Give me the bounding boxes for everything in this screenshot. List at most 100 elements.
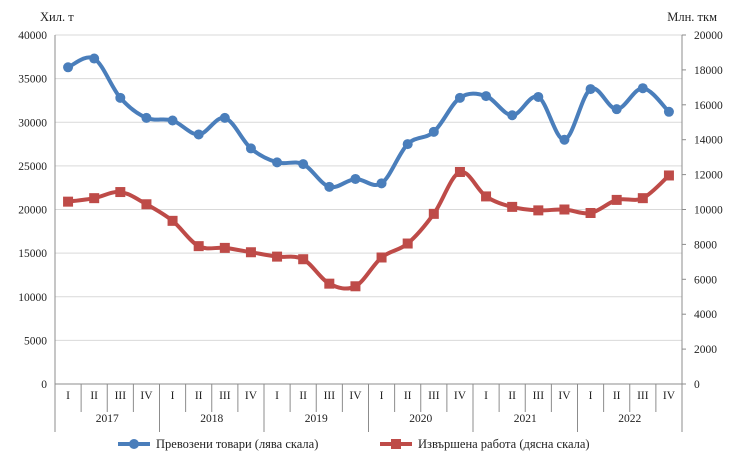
transported-goods-legend-marker — [129, 439, 139, 449]
quarter-label: IV — [349, 390, 362, 402]
quarter-label: II — [404, 390, 412, 402]
work-performed-legend-label: Извършена работа (дясна скала) — [418, 437, 590, 451]
transported-goods-point — [89, 53, 100, 64]
quarter-label: III — [428, 390, 440, 402]
work-performed-point — [63, 196, 74, 207]
left-tick-label: 25000 — [18, 161, 47, 173]
transported-goods-point — [298, 159, 309, 170]
right-tick-label: 2000 — [694, 344, 717, 356]
quarter-label: II — [195, 390, 203, 402]
work-performed-series-line — [67, 169, 671, 291]
transported-goods-point — [63, 62, 74, 73]
quarter-label: II — [613, 390, 621, 402]
year-label: 2022 — [618, 413, 641, 425]
left-tick-label: 35000 — [18, 74, 47, 86]
quarter-label: IV — [454, 390, 467, 402]
year-label: 2018 — [200, 413, 223, 425]
work-performed-point — [376, 252, 387, 263]
quarter-label: I — [484, 390, 488, 402]
work-performed-point — [115, 187, 126, 198]
work-performed-point — [324, 278, 335, 289]
right-tick-label: 10000 — [694, 205, 723, 217]
transported-goods-point — [611, 104, 622, 115]
right-tick-label: 16000 — [694, 100, 723, 112]
year-label: 2017 — [96, 413, 119, 425]
year-label: 2020 — [409, 413, 432, 425]
transported-goods-point — [115, 92, 126, 103]
transported-goods-point — [376, 178, 387, 189]
work-performed-point — [219, 242, 230, 253]
gridlines — [55, 34, 682, 341]
transported-goods-point — [481, 91, 492, 102]
series-layer — [63, 53, 674, 292]
work-performed-point — [272, 251, 283, 262]
work-performed-point — [193, 241, 204, 252]
left-tick-label: 0 — [41, 379, 47, 391]
work-performed-point — [637, 193, 648, 204]
work-performed-point — [402, 238, 413, 249]
left-tick-label: 5000 — [24, 335, 47, 347]
year-label: 2021 — [514, 413, 537, 425]
transported-goods-point — [533, 91, 544, 102]
quarter-label: IV — [663, 390, 676, 402]
transported-goods-point — [272, 157, 283, 168]
quarter-label: IV — [558, 390, 571, 402]
transported-goods-legend-label: Превозени товари (лява скала) — [156, 437, 318, 451]
work-performed-point — [89, 193, 100, 204]
work-performed-point — [350, 281, 361, 292]
transported-goods-point — [637, 83, 648, 94]
quarter-label: I — [171, 390, 175, 402]
year-label: 2019 — [305, 413, 328, 425]
right-tick-label: 20000 — [694, 30, 723, 42]
work-performed-legend-marker — [391, 439, 401, 449]
transported-goods-point — [428, 126, 439, 137]
x-axis: I II III IV I II III IV I II III IV I II III IV I II III IV… — [54, 383, 683, 432]
transported-goods-point — [324, 181, 335, 192]
work-performed-point — [428, 208, 439, 219]
transported-goods-point — [454, 92, 465, 103]
quarter-label: I — [66, 390, 70, 402]
work-performed-point — [585, 207, 596, 218]
quarter-label: IV — [140, 390, 153, 402]
transported-goods-point — [193, 129, 204, 140]
quarter-label: II — [90, 390, 98, 402]
quarter-label: I — [380, 390, 384, 402]
left-tick-label: 15000 — [18, 248, 47, 260]
right-tick-label: 6000 — [694, 274, 717, 286]
right-tick-label: 8000 — [694, 239, 717, 251]
quarter-label: III — [324, 390, 336, 402]
left-tick-label: 10000 — [18, 292, 47, 304]
work-performed-point — [454, 166, 465, 177]
work-performed-point — [245, 247, 256, 258]
right-axis: 0 2000 4000 6000 8000 10000 12000 14000 16000 180… — [681, 30, 723, 391]
quarter-label: I — [589, 390, 593, 402]
left-tick-label: 30000 — [18, 117, 47, 129]
work-performed-point — [507, 201, 518, 212]
quarter-label: I — [275, 390, 279, 402]
quarter-label: III — [115, 390, 127, 402]
transported-goods-point — [559, 134, 570, 145]
quarter-label: III — [219, 390, 231, 402]
transported-goods-point — [507, 110, 518, 121]
transported-goods-point — [141, 112, 152, 123]
work-performed-point — [481, 191, 492, 202]
quarter-label: II — [508, 390, 516, 402]
work-performed-point — [141, 199, 152, 210]
quarter-label: II — [299, 390, 307, 402]
work-performed-point — [298, 254, 309, 265]
transported-goods-point — [350, 173, 361, 184]
transported-goods-point — [245, 143, 256, 154]
work-performed-point — [533, 205, 544, 216]
quarter-label: III — [637, 390, 649, 402]
transported-goods-point — [585, 84, 596, 95]
work-performed-point — [663, 170, 674, 181]
right-axis-unit-label: Млн. ткм — [667, 10, 717, 24]
quarter-label: IV — [245, 390, 258, 402]
work-performed-point — [559, 204, 570, 215]
right-tick-label: 12000 — [694, 170, 723, 182]
right-tick-label: 4000 — [694, 309, 717, 321]
right-tick-label: 0 — [694, 379, 700, 391]
left-axis: 0 5000 10000 15000 20000 25000 30000 35000 40000 — [18, 30, 56, 391]
